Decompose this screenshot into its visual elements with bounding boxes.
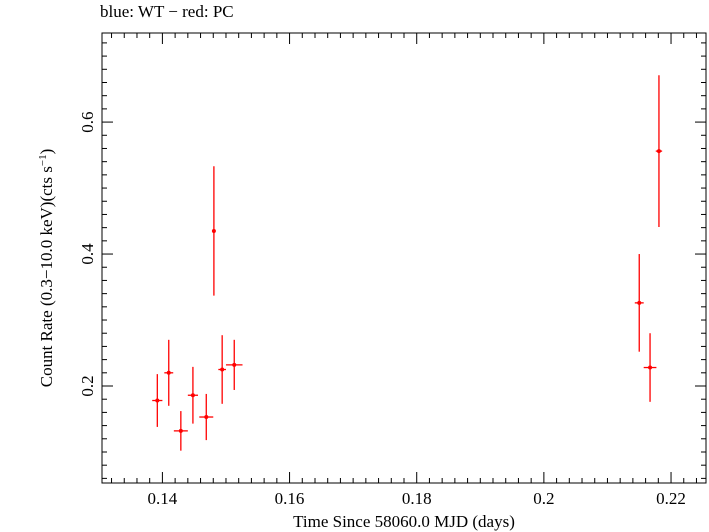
data-point	[655, 75, 663, 227]
x-axis-label: Time Since 58060.0 MJD (days)	[293, 512, 515, 531]
data-marker	[204, 415, 209, 420]
data-marker	[656, 149, 661, 154]
data-point	[164, 339, 174, 406]
data-marker	[155, 398, 160, 403]
data-point	[173, 411, 188, 451]
data-marker	[166, 370, 171, 375]
data-marker	[211, 228, 216, 233]
data-points	[152, 75, 663, 451]
data-point	[199, 393, 214, 441]
data-marker	[232, 362, 237, 367]
data-marker	[220, 367, 225, 372]
data-point	[218, 335, 226, 404]
chart-title: blue: WT − red: PC	[100, 2, 234, 21]
x-tick-label: 0.16	[275, 489, 305, 508]
x-tick-label: 0.2	[533, 489, 554, 508]
y-tick-label: 0.2	[78, 375, 97, 396]
y-axis-label-sup: −1	[37, 154, 49, 166]
data-point	[187, 366, 199, 424]
y-axis-label: Count Rate (0.3−10.0 keV)(cts s−1)	[37, 149, 56, 388]
x-tick-label: 0.22	[656, 489, 686, 508]
data-point	[225, 339, 243, 390]
x-tick-label: 0.18	[402, 489, 432, 508]
data-marker	[637, 300, 642, 305]
data-point	[152, 374, 163, 427]
y-axis-label-end: )	[37, 149, 56, 155]
data-point	[211, 166, 216, 296]
data-point	[643, 333, 657, 402]
x-tick-label: 0.14	[148, 489, 178, 508]
y-tick-label: 0.6	[78, 111, 97, 132]
axis-ticks: 0.14 0.16 0.18 0.2 0.22 0.2 0.4 0.6	[78, 33, 706, 508]
data-point	[634, 254, 644, 352]
y-axis-label-main: Count Rate (0.3−10.0 keV)(cts s	[37, 166, 56, 387]
data-marker	[178, 428, 183, 433]
data-marker	[648, 365, 653, 370]
data-marker	[190, 393, 195, 398]
y-tick-label: 0.4	[78, 243, 97, 265]
